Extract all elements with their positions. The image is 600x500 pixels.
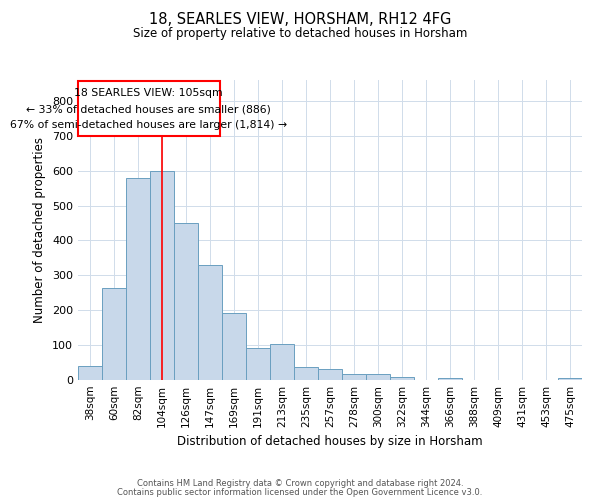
Text: 18 SEARLES VIEW: 105sqm: 18 SEARLES VIEW: 105sqm xyxy=(74,88,223,99)
Bar xyxy=(198,265,222,380)
Bar xyxy=(102,288,126,380)
Bar xyxy=(126,178,150,380)
Text: 67% of semi-detached houses are larger (1,814) →: 67% of semi-detached houses are larger (… xyxy=(10,120,287,130)
Bar xyxy=(174,223,198,380)
Text: Contains public sector information licensed under the Open Government Licence v3: Contains public sector information licen… xyxy=(118,488,482,497)
Text: ← 33% of detached houses are smaller (886): ← 33% of detached houses are smaller (88… xyxy=(26,104,271,115)
Y-axis label: Number of detached properties: Number of detached properties xyxy=(34,137,46,323)
Bar xyxy=(558,378,582,380)
Text: Contains HM Land Registry data © Crown copyright and database right 2024.: Contains HM Land Registry data © Crown c… xyxy=(137,479,463,488)
Bar xyxy=(246,348,270,380)
Bar xyxy=(270,344,294,380)
Bar xyxy=(150,170,174,380)
Bar xyxy=(78,366,102,380)
Bar xyxy=(366,374,390,380)
Text: Size of property relative to detached houses in Horsham: Size of property relative to detached ho… xyxy=(133,28,467,40)
X-axis label: Distribution of detached houses by size in Horsham: Distribution of detached houses by size … xyxy=(177,436,483,448)
Bar xyxy=(318,369,342,380)
Bar xyxy=(390,376,414,380)
Bar xyxy=(294,366,318,380)
Bar xyxy=(78,82,220,136)
Bar xyxy=(222,313,246,380)
Bar xyxy=(342,374,366,380)
Bar xyxy=(438,378,462,380)
Text: 18, SEARLES VIEW, HORSHAM, RH12 4FG: 18, SEARLES VIEW, HORSHAM, RH12 4FG xyxy=(149,12,451,28)
